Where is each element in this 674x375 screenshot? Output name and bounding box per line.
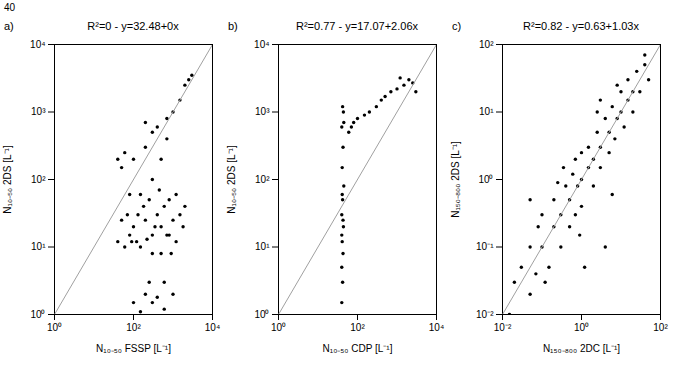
svg-text:10⁴: 10⁴ (30, 39, 45, 50)
svg-text:10⁰: 10⁰ (47, 322, 62, 333)
svg-text:10⁻¹: 10⁻¹ (476, 241, 494, 252)
svg-text:10⁰: 10⁰ (478, 174, 493, 185)
svg-text:10²: 10² (350, 322, 365, 333)
svg-text:10²: 10² (255, 174, 270, 185)
html-text:c): c) (452, 20, 462, 32)
html-text:40: 40 (4, 2, 16, 13)
svg-text:10¹: 10¹ (479, 106, 494, 117)
svg-text:10⁻²: 10⁻² (476, 309, 494, 320)
svg-text:10²: 10² (126, 322, 141, 333)
svg-text:10⁰: 10⁰ (30, 309, 45, 320)
svg-text:10¹: 10¹ (31, 241, 46, 252)
svg-text:10⁴: 10⁴ (205, 322, 220, 333)
svg-text:10⁴: 10⁴ (429, 322, 444, 333)
svg-text:N₁₀₋₅₀ 2DS [L⁻¹]: N₁₀₋₅₀ 2DS [L⁻¹] (2, 145, 13, 214)
svg-text:10⁰: 10⁰ (271, 322, 286, 333)
svg-text:N₁₀₋₅₀ CDP [L⁻¹]: N₁₀₋₅₀ CDP [L⁻¹] (323, 343, 393, 354)
html-text:b): b) (228, 20, 238, 32)
svg-text:10⁻²: 10⁻² (494, 322, 512, 333)
svg-text:10¹: 10¹ (255, 241, 270, 252)
svg-text:10²: 10² (479, 39, 494, 50)
html-text:R²=0.77 - y=17.07+2.06x: R²=0.77 - y=17.07+2.06x (296, 20, 418, 32)
html-text:R²=0 - y=32.48+0x: R²=0 - y=32.48+0x (87, 20, 179, 32)
svg-text:10²: 10² (31, 174, 46, 185)
svg-text:10³: 10³ (255, 106, 270, 117)
html-text:a): a) (4, 20, 14, 32)
html-text:R²=0.82 - y=0.63+1.03x: R²=0.82 - y=0.63+1.03x (523, 20, 639, 32)
svg-text:10⁰: 10⁰ (574, 322, 589, 333)
svg-text:N₁₅₀₋₈₀₀ 2DS [L⁻¹]: N₁₅₀₋₈₀₀ 2DS [L⁻¹] (450, 141, 461, 218)
svg-text:10²: 10² (653, 322, 668, 333)
svg-text:N₁₅₀₋₈₀₀ 2DC [L⁻¹]: N₁₅₀₋₈₀₀ 2DC [L⁻¹] (543, 343, 620, 354)
svg-text:10³: 10³ (31, 106, 46, 117)
svg-text:10⁴: 10⁴ (254, 39, 269, 50)
svg-text:N₁₀₋₅₀ 2DS [L⁻¹]: N₁₀₋₅₀ 2DS [L⁻¹] (226, 145, 237, 214)
svg-text:10⁰: 10⁰ (254, 309, 269, 320)
svg-text:N₁₀₋₅₀ FSSP [L⁻¹]: N₁₀₋₅₀ FSSP [L⁻¹] (96, 343, 171, 354)
